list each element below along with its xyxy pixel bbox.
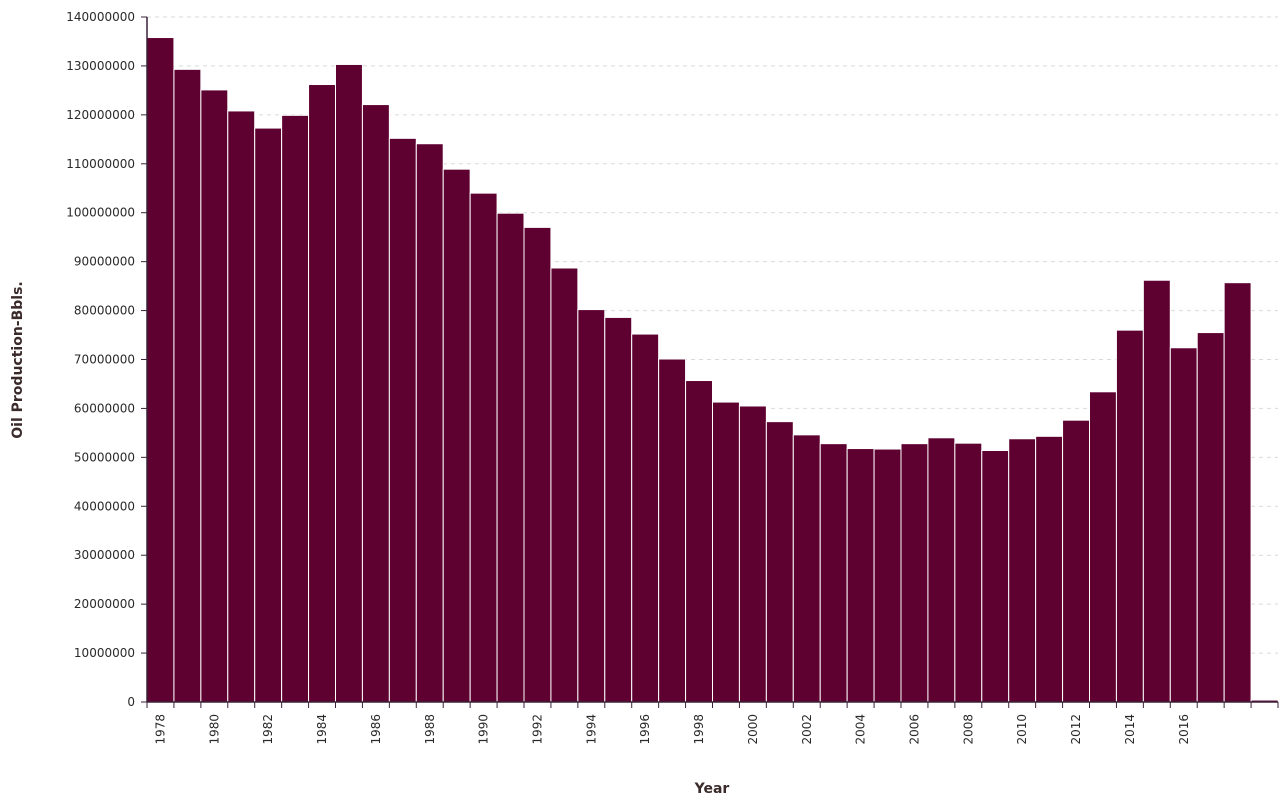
bar-1987 xyxy=(388,137,417,703)
y-axis-title: Oil Production-Bbls. xyxy=(10,281,26,438)
y-tick-label: 130000000 xyxy=(66,59,135,73)
bar-1982 xyxy=(254,127,283,703)
bar-1997 xyxy=(658,358,687,703)
bar-1991 xyxy=(496,212,525,703)
y-tick-label: 140000000 xyxy=(66,10,135,24)
x-tick-label: 1990 xyxy=(477,714,491,745)
bar-2007 xyxy=(927,437,956,703)
bar-2002 xyxy=(792,434,821,703)
x-tick-label: 2016 xyxy=(1177,714,1191,745)
y-tick-label: 90000000 xyxy=(74,255,135,269)
y-tick-label: 120000000 xyxy=(66,108,135,122)
x-tick-label: 1980 xyxy=(207,714,221,745)
y-tick-label: 20000000 xyxy=(74,597,135,611)
bar-2005 xyxy=(873,448,902,703)
bar-1992 xyxy=(523,226,552,703)
bar-2006 xyxy=(900,443,929,703)
bar-1981 xyxy=(227,110,256,703)
bar-2004 xyxy=(846,448,875,703)
bar-2003 xyxy=(819,443,848,703)
x-tick-label: 2004 xyxy=(854,714,868,745)
bar-2013 xyxy=(1089,391,1117,703)
x-tick-label: 1978 xyxy=(153,714,167,745)
bar-1984 xyxy=(308,84,337,703)
bar-1978 xyxy=(146,37,175,703)
bar-2010 xyxy=(1008,438,1037,703)
x-tick-label: 2010 xyxy=(1015,714,1029,745)
x-tick-label: 1986 xyxy=(369,714,383,745)
x-tick-label: 1998 xyxy=(692,714,706,745)
x-tick-label: 2002 xyxy=(800,714,814,745)
bar-1986 xyxy=(361,104,390,703)
bar-2011 xyxy=(1035,435,1064,703)
bar-1990 xyxy=(469,192,498,703)
y-tick-label: 100000000 xyxy=(66,206,135,220)
x-tick-label: 2000 xyxy=(746,714,760,745)
bar-2000 xyxy=(738,405,767,703)
y-tick-label: 0 xyxy=(127,695,135,709)
x-tick-label: 2006 xyxy=(907,714,921,745)
bar-2001 xyxy=(765,421,794,703)
x-tick-label: 1994 xyxy=(584,714,598,745)
bar-1995 xyxy=(604,316,633,703)
x-tick-label: 2012 xyxy=(1069,714,1083,745)
y-tick-label: 50000000 xyxy=(74,450,135,464)
bar-1994 xyxy=(577,309,606,703)
bar-1998 xyxy=(685,380,714,703)
y-tick-label: 70000000 xyxy=(74,353,135,367)
bar-2014 xyxy=(1115,329,1144,703)
bar-2018 xyxy=(1223,282,1252,703)
bar-1985 xyxy=(335,63,363,703)
x-tick-label: 1984 xyxy=(315,714,329,745)
y-tick-label: 30000000 xyxy=(74,548,135,562)
bar-1988 xyxy=(415,143,444,703)
bar-2016 xyxy=(1169,347,1198,703)
y-tick-label: 40000000 xyxy=(74,499,135,513)
x-tick-label: 2014 xyxy=(1123,714,1137,745)
bar-1983 xyxy=(281,114,310,703)
x-tick-label: 1992 xyxy=(530,714,544,745)
y-tick-label: 80000000 xyxy=(74,304,135,318)
x-axis-title: Year xyxy=(694,781,730,797)
bar-1980 xyxy=(200,89,229,703)
x-axis-ticks: 1978 1980 1982 1984 1986 1988 1990 1992 1994 1996… xyxy=(146,702,1279,745)
bars xyxy=(146,37,1279,703)
bar-2015 xyxy=(1142,279,1171,703)
bar-2012 xyxy=(1062,419,1090,703)
bar-1993 xyxy=(550,267,579,703)
y-tick-label: 10000000 xyxy=(74,646,135,660)
bar-2009 xyxy=(981,450,1010,703)
bar-2008 xyxy=(954,442,983,703)
y-axis-ticks: 0 10000000 20000000 30000000 40000000 5000000… xyxy=(66,10,147,709)
bar-1989 xyxy=(442,168,471,703)
x-tick-label: 1996 xyxy=(638,714,652,745)
x-tick-label: 1988 xyxy=(423,714,437,745)
y-tick-label: 60000000 xyxy=(74,401,135,415)
bar-1999 xyxy=(712,401,740,703)
x-tick-label: 2008 xyxy=(961,714,975,745)
bar-2017 xyxy=(1196,332,1225,703)
x-tick-label: 1982 xyxy=(261,714,275,745)
bar-1979 xyxy=(173,68,202,703)
y-tick-label: 110000000 xyxy=(66,157,135,171)
bar-1996 xyxy=(631,333,660,703)
